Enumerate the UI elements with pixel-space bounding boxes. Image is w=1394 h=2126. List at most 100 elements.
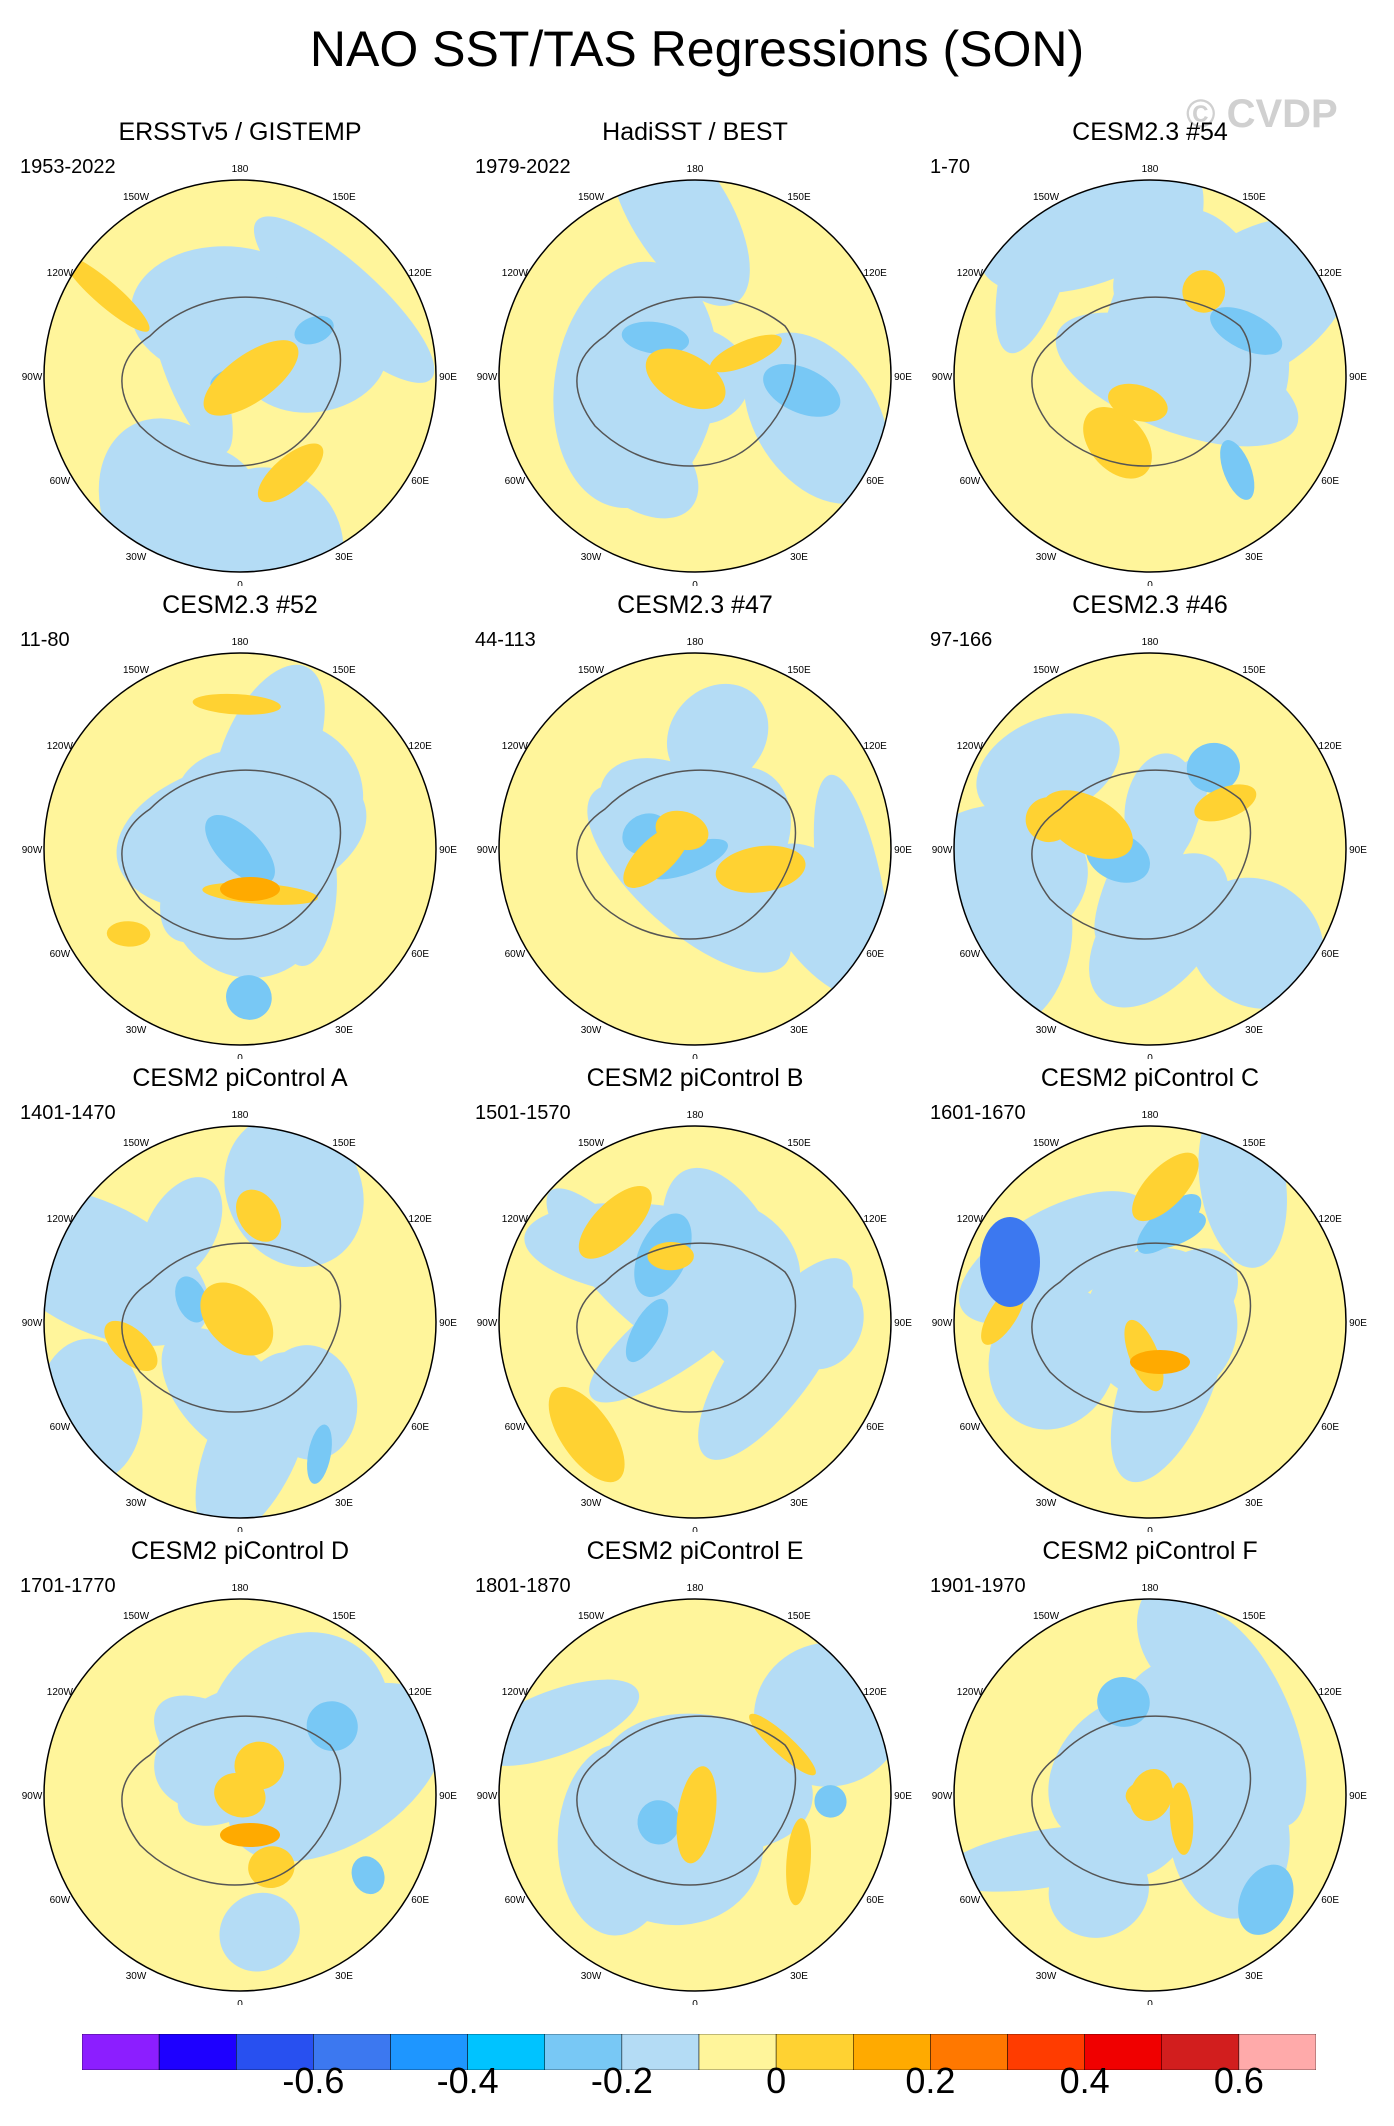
moderate-negative-anomaly (637, 1800, 680, 1845)
longitude-label: 150E (1242, 192, 1266, 203)
map-panel: CESM2 piControl C 180 150E 120E 90E 60E 30E 0 30… (930, 1064, 1370, 1534)
moderate-negative-anomaly (1186, 742, 1240, 793)
longitude-label: 150W (1033, 665, 1060, 676)
moderate-negative-anomaly (294, 315, 334, 345)
longitude-label: 120E (863, 268, 887, 279)
map-border (953, 179, 1347, 573)
longitude-label: 30E (790, 552, 808, 563)
map-panel: CESM2.3 #47 180 150E 120E 90E 60E 30E 0 30W 60W 90… (475, 591, 915, 1061)
longitude-label: 180 (232, 1110, 249, 1121)
positive-anomaly-region (214, 1772, 266, 1818)
longitude-label: 180 (1142, 164, 1159, 175)
longitude-label: 120W (47, 1687, 74, 1698)
arctic-coastline (121, 769, 342, 940)
map-panel: CESM2 piControl B 180 150E 120E 90E 60E 30E 0 30… (475, 1064, 915, 1534)
map-panel: CESM2.3 #46 180 150E 120E 90E 60E 30E 0 30W 60W 90… (930, 591, 1370, 1061)
longitude-label: 90W (22, 845, 43, 856)
colorbar-label: 0.2 (905, 2060, 956, 2101)
positive-anomaly-region (236, 1189, 282, 1242)
longitude-label: 30W (1036, 552, 1057, 563)
longitude-label: 150W (1033, 1138, 1060, 1149)
negative-anomaly-region (662, 1167, 798, 1379)
negative-anomaly-region (1176, 1610, 1307, 1828)
longitude-label: 120W (502, 1214, 529, 1225)
longitude-label: 90E (1349, 845, 1367, 856)
longitude-label: 60E (866, 1422, 884, 1433)
longitude-label: 60E (1321, 1422, 1339, 1433)
longitude-label: 30E (1245, 1971, 1263, 1982)
moderate-negative-anomaly (175, 1276, 208, 1323)
arctic-coastline (576, 1715, 797, 1886)
colorbar (82, 2034, 1316, 2070)
positive-anomaly-region (1083, 407, 1152, 479)
panel-years: 1801-1870 (475, 1575, 575, 1598)
longitude-label: 180 (687, 1583, 704, 1594)
moderate-negative-anomaly (226, 975, 272, 1020)
polar-stereographic-map: 180 150E 120E 90E 60E 30E 0 30W 60W 90W 120W 150W (22, 1110, 458, 1532)
longitude-label: 120E (863, 1214, 887, 1225)
panel-title: CESM2 piControl E (586, 1537, 804, 1565)
panel-title: HadiSST / BEST (602, 118, 788, 146)
panel-title: CESM2.3 #52 (162, 591, 318, 619)
longitude-label: 30E (1245, 1025, 1263, 1036)
longitude-label: 150W (578, 665, 605, 676)
longitude-label: 150W (123, 665, 150, 676)
longitude-label: 150E (332, 1138, 356, 1149)
negative-anomaly-region (1083, 1247, 1238, 1402)
map-panel: CESM2 piControl A 180 150E 120E 90E 60E 30E 0 30… (20, 1064, 460, 1534)
negative-anomaly-region (782, 1277, 864, 1370)
longitude-label: 90W (477, 1318, 498, 1329)
longitude-label: 60W (960, 1422, 981, 1433)
longitude-label: 90W (22, 1791, 43, 1802)
map-panel: ERSSTv5 / GISTEMP 180 150E 120E 90E 60E 30E 0 30… (20, 118, 460, 588)
panel-years: 1701-1770 (20, 1575, 120, 1598)
longitude-label: 30E (335, 552, 353, 563)
longitude-label: 0 (692, 580, 698, 586)
longitude-label: 90E (894, 845, 912, 856)
longitude-label: 0 (1147, 580, 1153, 586)
arctic-coastline (576, 1242, 797, 1413)
longitude-label: 60W (505, 1895, 526, 1906)
longitude-label: 30W (581, 1498, 602, 1509)
longitude-label: 120E (408, 1214, 432, 1225)
longitude-label: 150W (1033, 1611, 1060, 1622)
longitude-label: 60E (866, 1895, 884, 1906)
positive-anomaly-region (786, 1818, 812, 1906)
longitude-label: 120E (863, 1687, 887, 1698)
longitude-label: 60E (1321, 476, 1339, 487)
longitude-label: 0 (237, 580, 243, 586)
longitude-label: 30E (335, 1971, 353, 1982)
polar-stereographic-map: 180 150E 120E 90E 60E 30E 0 30W 60W 90W 120W 150W (477, 637, 913, 1059)
longitude-label: 120W (47, 268, 74, 279)
longitude-label: 150E (1242, 665, 1266, 676)
longitude-label: 30W (581, 1025, 602, 1036)
longitude-label: 150E (1242, 1138, 1266, 1149)
longitude-label: 150E (332, 192, 356, 203)
longitude-label: 90E (1349, 1791, 1367, 1802)
moderate-negative-anomaly (621, 321, 690, 355)
positive-anomaly-region (655, 810, 709, 851)
longitude-label: 90E (439, 1318, 457, 1329)
longitude-label: 0 (1147, 1999, 1153, 2005)
colorbar-swatch (930, 2034, 1008, 2070)
colorbar-swatch (82, 2034, 160, 2070)
moderate-negative-anomaly (1220, 440, 1255, 500)
strong-negative-anomaly (980, 1217, 1040, 1307)
longitude-label: 60W (50, 476, 71, 487)
longitude-label: 90E (894, 1791, 912, 1802)
arctic-coastline (121, 1242, 342, 1413)
longitude-label: 90W (477, 1791, 498, 1802)
longitude-label: 150E (1242, 1611, 1266, 1622)
positive-anomaly-region (548, 1386, 625, 1483)
longitude-label: 60E (866, 949, 884, 960)
longitude-label: 60E (866, 476, 884, 487)
longitude-label: 30E (1245, 552, 1263, 563)
negative-anomaly-region (1156, 217, 1346, 387)
moderate-negative-anomaly (351, 1856, 385, 1895)
panel-years: 1979-2022 (475, 156, 575, 179)
longitude-label: 120E (408, 268, 432, 279)
longitude-label: 90W (932, 845, 953, 856)
arctic-coastline (576, 296, 797, 467)
moderate-negative-anomaly (205, 814, 275, 885)
longitude-label: 180 (232, 1583, 249, 1594)
